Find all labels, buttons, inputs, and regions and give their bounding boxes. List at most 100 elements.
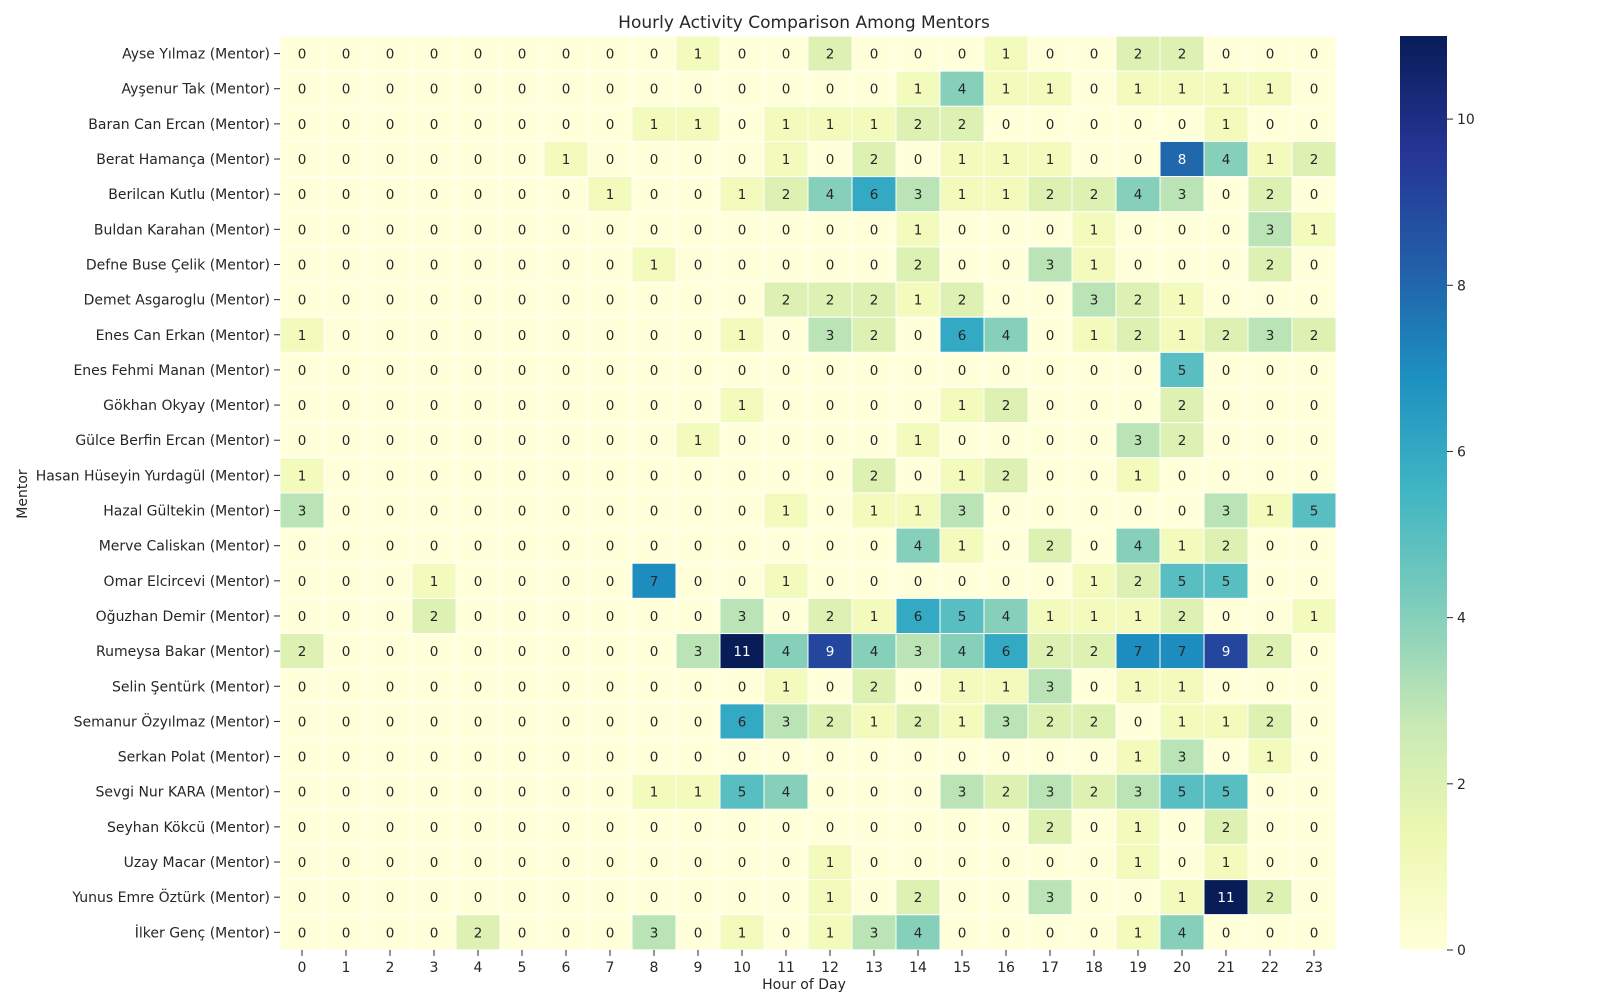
cell-value-label: 2 xyxy=(1090,187,1099,203)
cell-value-label: 0 xyxy=(430,925,439,941)
cell-value-label: 0 xyxy=(738,890,747,906)
cell-value-label: 0 xyxy=(826,82,835,98)
cell-value-label: 0 xyxy=(386,222,395,238)
cell-value-label: 0 xyxy=(826,539,835,555)
cell-value-label: 0 xyxy=(782,855,791,871)
cell-value-label: 0 xyxy=(298,187,307,203)
cell-value-label: 0 xyxy=(342,504,351,520)
heatmap-cell xyxy=(631,597,677,635)
cell-value-label: 4 xyxy=(1178,925,1187,941)
cell-value-label: 0 xyxy=(1002,539,1011,555)
colorbar-tick-label: 6 xyxy=(1457,444,1466,460)
colorbar-ticks: 0 2 4 6 8 10 xyxy=(1447,112,1475,959)
heatmap-cell xyxy=(983,879,1029,916)
heatmap-cell xyxy=(1027,633,1073,670)
heatmap-cell xyxy=(455,808,501,845)
cell-value-label: 0 xyxy=(430,644,439,660)
cell-value-label: 0 xyxy=(1002,925,1011,941)
heatmap-cell xyxy=(543,843,589,881)
cell-value-label: 0 xyxy=(562,398,571,414)
heatmap-cell xyxy=(895,773,941,810)
cell-value-label: 0 xyxy=(606,468,615,484)
heatmap-cell xyxy=(851,35,897,72)
heatmap-cell xyxy=(1071,176,1117,213)
cell-value-label: 1 xyxy=(1178,714,1187,730)
cell-value-label: 0 xyxy=(518,222,527,238)
cell-value-label: 0 xyxy=(1310,468,1319,484)
cell-value-label: 0 xyxy=(1002,433,1011,449)
cell-value-label: 0 xyxy=(782,433,791,449)
heatmap-cell xyxy=(367,738,413,775)
heatmap-cell xyxy=(983,246,1029,283)
cell-value-label: 1 xyxy=(1046,609,1055,625)
cell-value-label: 0 xyxy=(474,644,483,660)
heatmap-cell xyxy=(323,668,369,705)
cell-value-label: 3 xyxy=(1266,222,1275,238)
cell-value-label: 2 xyxy=(826,293,835,309)
cell-value-label: 7 xyxy=(650,574,659,590)
heatmap-cell xyxy=(499,457,545,494)
cell-value-label: 2 xyxy=(782,187,791,203)
cell-value-label: 0 xyxy=(342,187,351,203)
cell-value-label: 3 xyxy=(298,504,307,520)
cell-value-label: 2 xyxy=(870,679,879,695)
heatmap-cell xyxy=(1115,773,1161,810)
cell-value-label: 1 xyxy=(914,82,923,98)
y-tick-label: Gökhan Okyay (Mentor) xyxy=(103,398,270,414)
cell-value-label: 1 xyxy=(1002,187,1011,203)
heatmap-cell xyxy=(1159,562,1205,599)
heatmap-cell xyxy=(411,211,457,248)
heatmap-cell xyxy=(1203,668,1249,705)
cell-value-label: 1 xyxy=(1310,222,1319,238)
heatmap-cell xyxy=(1027,246,1073,283)
cell-value-label: 0 xyxy=(782,328,791,344)
heatmap-cell xyxy=(587,668,633,705)
heatmap-cell xyxy=(1291,140,1337,178)
heatmap-cell xyxy=(807,773,853,810)
cell-value-label: 0 xyxy=(914,152,923,168)
cell-value-label: 0 xyxy=(518,187,527,203)
cell-value-label: 0 xyxy=(606,328,615,344)
heatmap-cell xyxy=(543,105,589,142)
colorbar-tick-label: 10 xyxy=(1457,112,1475,128)
heatmap-cell xyxy=(939,597,985,635)
heatmap-cell xyxy=(851,492,897,529)
cell-value-label: 0 xyxy=(1222,679,1231,695)
cell-value-label: 1 xyxy=(914,433,923,449)
cell-value-label: 1 xyxy=(1002,47,1011,63)
heatmap-cell xyxy=(1071,808,1117,845)
cell-value-label: 0 xyxy=(1046,504,1055,520)
cell-value-label: 0 xyxy=(474,785,483,801)
cell-value-label: 0 xyxy=(430,293,439,309)
heatmap-cell xyxy=(1159,492,1205,529)
heatmap-cell xyxy=(1291,176,1337,213)
cell-value-label: 0 xyxy=(430,82,439,98)
cell-value-label: 4 xyxy=(826,187,835,203)
cell-value-label: 0 xyxy=(1090,468,1099,484)
cell-value-label: 0 xyxy=(562,820,571,836)
heatmap-cell xyxy=(1159,668,1205,705)
cell-value-label: 0 xyxy=(606,293,615,309)
heatmap-cell xyxy=(455,422,501,459)
cell-value-label: 0 xyxy=(562,925,571,941)
cell-value-label: 0 xyxy=(606,539,615,555)
cell-value-label: 0 xyxy=(1046,925,1055,941)
cell-value-label: 2 xyxy=(782,293,791,309)
cell-value-label: 0 xyxy=(386,117,395,133)
x-tick-labels: 0 1 2 3 4 5 6 7 8 9 10 11 12 13 14 15 16 17 18 19 20 21 22 23 xyxy=(298,949,1323,976)
cell-value-label: 2 xyxy=(1134,574,1143,590)
heatmap-cell xyxy=(851,422,897,459)
cell-value-label: 0 xyxy=(1134,890,1143,906)
heatmap-cell xyxy=(1027,562,1073,599)
cell-value-label: 0 xyxy=(958,750,967,766)
cell-value-label: 0 xyxy=(606,925,615,941)
cell-value-label: 0 xyxy=(826,820,835,836)
heatmap-cell xyxy=(631,633,677,670)
cell-value-label: 1 xyxy=(1266,152,1275,168)
cell-value-label: 0 xyxy=(650,644,659,660)
cell-value-label: 0 xyxy=(474,714,483,730)
heatmap-cell xyxy=(1247,597,1293,635)
cell-value-label: 0 xyxy=(1266,785,1275,801)
heatmap-cell xyxy=(983,597,1029,635)
cell-value-label: 0 xyxy=(694,257,703,273)
